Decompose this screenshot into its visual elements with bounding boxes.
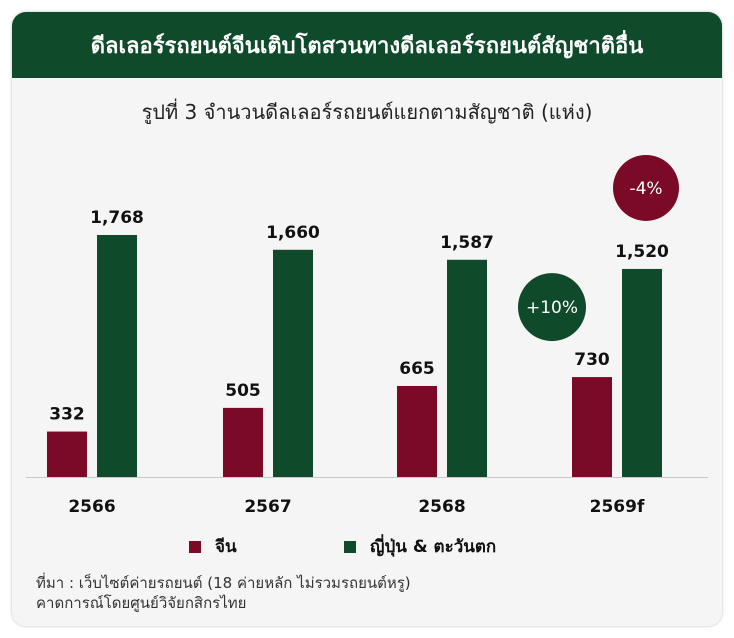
x-tick-label-2567: 2567 — [244, 497, 291, 517]
growth-china-label: +10% — [526, 298, 578, 318]
header-title: ดีลเลอร์รถยนต์จีนเติบโตสวนทางดีลเลอร์รถย… — [90, 33, 644, 59]
x-tick-label-2566: 2566 — [68, 497, 115, 517]
bar-china-2567 — [223, 407, 263, 477]
legend-swatch-japan-west — [344, 540, 356, 553]
chart-card: ดีลเลอร์รถยนต์จีนเติบโตสวนทางดีลเลอร์รถย… — [12, 12, 722, 626]
data-label-china-2566: 332 — [49, 405, 85, 425]
legend-item-japan-west: ญี่ปุ่น & ตะวันตก — [344, 533, 496, 560]
legend-swatch-china — [189, 540, 201, 553]
bar-japan-west-2569f — [622, 268, 662, 477]
bar-japan-west-2568 — [447, 259, 487, 477]
source-line-1: ที่มา : เว็บไซต์ค่ายรถยนต์ (18 ค่ายหลัก … — [36, 574, 411, 592]
x-tick-label-2568: 2568 — [418, 497, 465, 517]
data-label-china-2569f: 730 — [574, 350, 610, 370]
legend-label-china: จีน — [215, 537, 237, 557]
source-note: ที่มา : เว็บไซต์ค่ายรถยนต์ (18 ค่ายหลัก … — [36, 573, 411, 613]
data-label-japan-west-2568: 1,587 — [440, 233, 494, 253]
data-label-china-2568: 665 — [399, 359, 435, 379]
legend-label-japan-west: ญี่ปุ่น & ตะวันตก — [370, 537, 497, 557]
data-label-japan-west-2569f: 1,520 — [615, 242, 669, 262]
data-label-china-2567: 505 — [225, 381, 261, 401]
bar-japan-west-2567 — [273, 249, 313, 477]
bar-japan-west-2566 — [97, 235, 137, 477]
bar-china-2566 — [47, 431, 87, 477]
data-label-japan-west-2567: 1,660 — [266, 223, 320, 243]
header-banner: ดีลเลอร์รถยนต์จีนเติบโตสวนทางดีลเลอร์รถย… — [12, 12, 722, 78]
legend: จีน ญี่ปุ่น & ตะวันตก — [0, 533, 734, 559]
legend-item-china: จีน — [189, 533, 237, 560]
x-tick-label-2569f: 2569f — [590, 497, 645, 517]
bar-china-2569f — [572, 377, 612, 477]
growth-japan-west-label: -4% — [629, 179, 662, 199]
growth-japan-west-badge — [613, 154, 679, 221]
growth-china-badge — [518, 273, 586, 342]
data-label-japan-west-2566: 1,768 — [90, 208, 144, 228]
bar-china-2568 — [397, 385, 437, 477]
chart-title: รูปที่ 3 จำนวนดีลเลอร์รถยนต์แยกตามสัญชาต… — [141, 100, 593, 124]
source-line-2: คาดการณ์โดยศูนย์วิจัยกสิกรไทย — [36, 594, 247, 612]
